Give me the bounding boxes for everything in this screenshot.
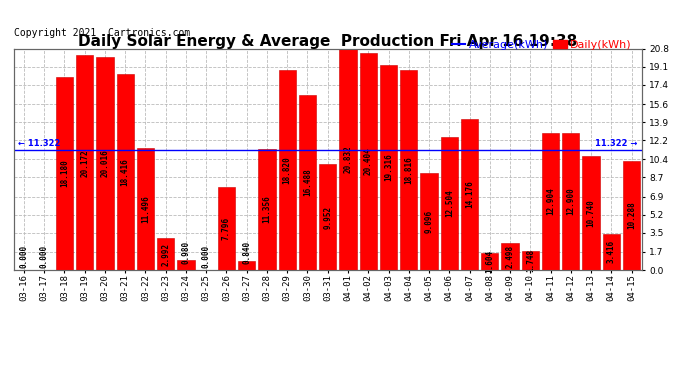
Bar xyxy=(542,133,559,270)
Text: 1.604: 1.604 xyxy=(485,250,494,273)
Bar xyxy=(238,261,255,270)
Text: 2.498: 2.498 xyxy=(506,245,515,268)
Bar xyxy=(602,234,620,270)
Text: 18.180: 18.180 xyxy=(60,159,69,187)
Text: ← 11.322: ← 11.322 xyxy=(18,139,60,148)
Text: 2.992: 2.992 xyxy=(161,243,170,266)
Text: 12.904: 12.904 xyxy=(546,188,555,215)
Text: 18.820: 18.820 xyxy=(283,156,292,184)
Text: 0.980: 0.980 xyxy=(181,241,190,264)
Bar xyxy=(56,76,73,270)
Text: 18.416: 18.416 xyxy=(121,158,130,186)
Text: 0.000: 0.000 xyxy=(19,245,28,268)
Text: 16.488: 16.488 xyxy=(303,168,312,196)
Text: 0.000: 0.000 xyxy=(201,245,210,268)
Text: 9.096: 9.096 xyxy=(424,210,433,233)
Bar xyxy=(420,173,437,270)
Bar xyxy=(461,119,478,270)
Bar xyxy=(117,74,134,270)
Bar xyxy=(279,70,296,270)
Text: 20.172: 20.172 xyxy=(80,149,89,177)
Text: 18.816: 18.816 xyxy=(404,156,413,184)
Text: 12.900: 12.900 xyxy=(566,188,575,215)
Bar xyxy=(522,251,539,270)
Bar xyxy=(582,156,600,270)
Text: 14.176: 14.176 xyxy=(465,181,474,209)
Bar xyxy=(441,137,458,270)
Bar xyxy=(339,48,357,270)
Text: 12.504: 12.504 xyxy=(445,190,454,217)
Text: 11.322 →: 11.322 → xyxy=(595,139,638,148)
Text: 0.000: 0.000 xyxy=(40,245,49,268)
Bar xyxy=(177,260,195,270)
Bar xyxy=(623,160,640,270)
Text: 3.416: 3.416 xyxy=(607,240,615,263)
Text: 9.952: 9.952 xyxy=(323,206,333,229)
Bar xyxy=(97,57,114,270)
Text: 20.832: 20.832 xyxy=(344,146,353,173)
Bar xyxy=(481,253,498,270)
Bar xyxy=(299,94,316,270)
Bar xyxy=(380,64,397,270)
Bar xyxy=(137,148,154,270)
Title: Daily Solar Energy & Average  Production Fri Apr 16 19:38: Daily Solar Energy & Average Production … xyxy=(78,34,578,49)
Text: 10.288: 10.288 xyxy=(627,201,636,229)
Text: 0.840: 0.840 xyxy=(242,242,251,264)
Text: 20.404: 20.404 xyxy=(364,148,373,176)
Bar xyxy=(502,243,519,270)
Text: 1.748: 1.748 xyxy=(526,249,535,272)
Bar xyxy=(562,133,580,270)
Bar xyxy=(400,70,417,270)
Text: 7.796: 7.796 xyxy=(222,217,231,240)
Text: Copyright 2021  Cartronics.com: Copyright 2021 Cartronics.com xyxy=(14,27,190,38)
Bar xyxy=(76,56,93,270)
Text: 20.016: 20.016 xyxy=(101,150,110,177)
Legend: Average(kWh), Daily(kWh): Average(kWh), Daily(kWh) xyxy=(447,36,636,54)
Bar xyxy=(359,53,377,270)
Bar xyxy=(319,164,336,270)
Bar xyxy=(258,149,275,270)
Text: 19.316: 19.316 xyxy=(384,153,393,181)
Bar xyxy=(157,238,175,270)
Bar xyxy=(218,187,235,270)
Text: 10.740: 10.740 xyxy=(586,199,595,227)
Text: 11.496: 11.496 xyxy=(141,195,150,223)
Text: 11.356: 11.356 xyxy=(262,196,271,223)
